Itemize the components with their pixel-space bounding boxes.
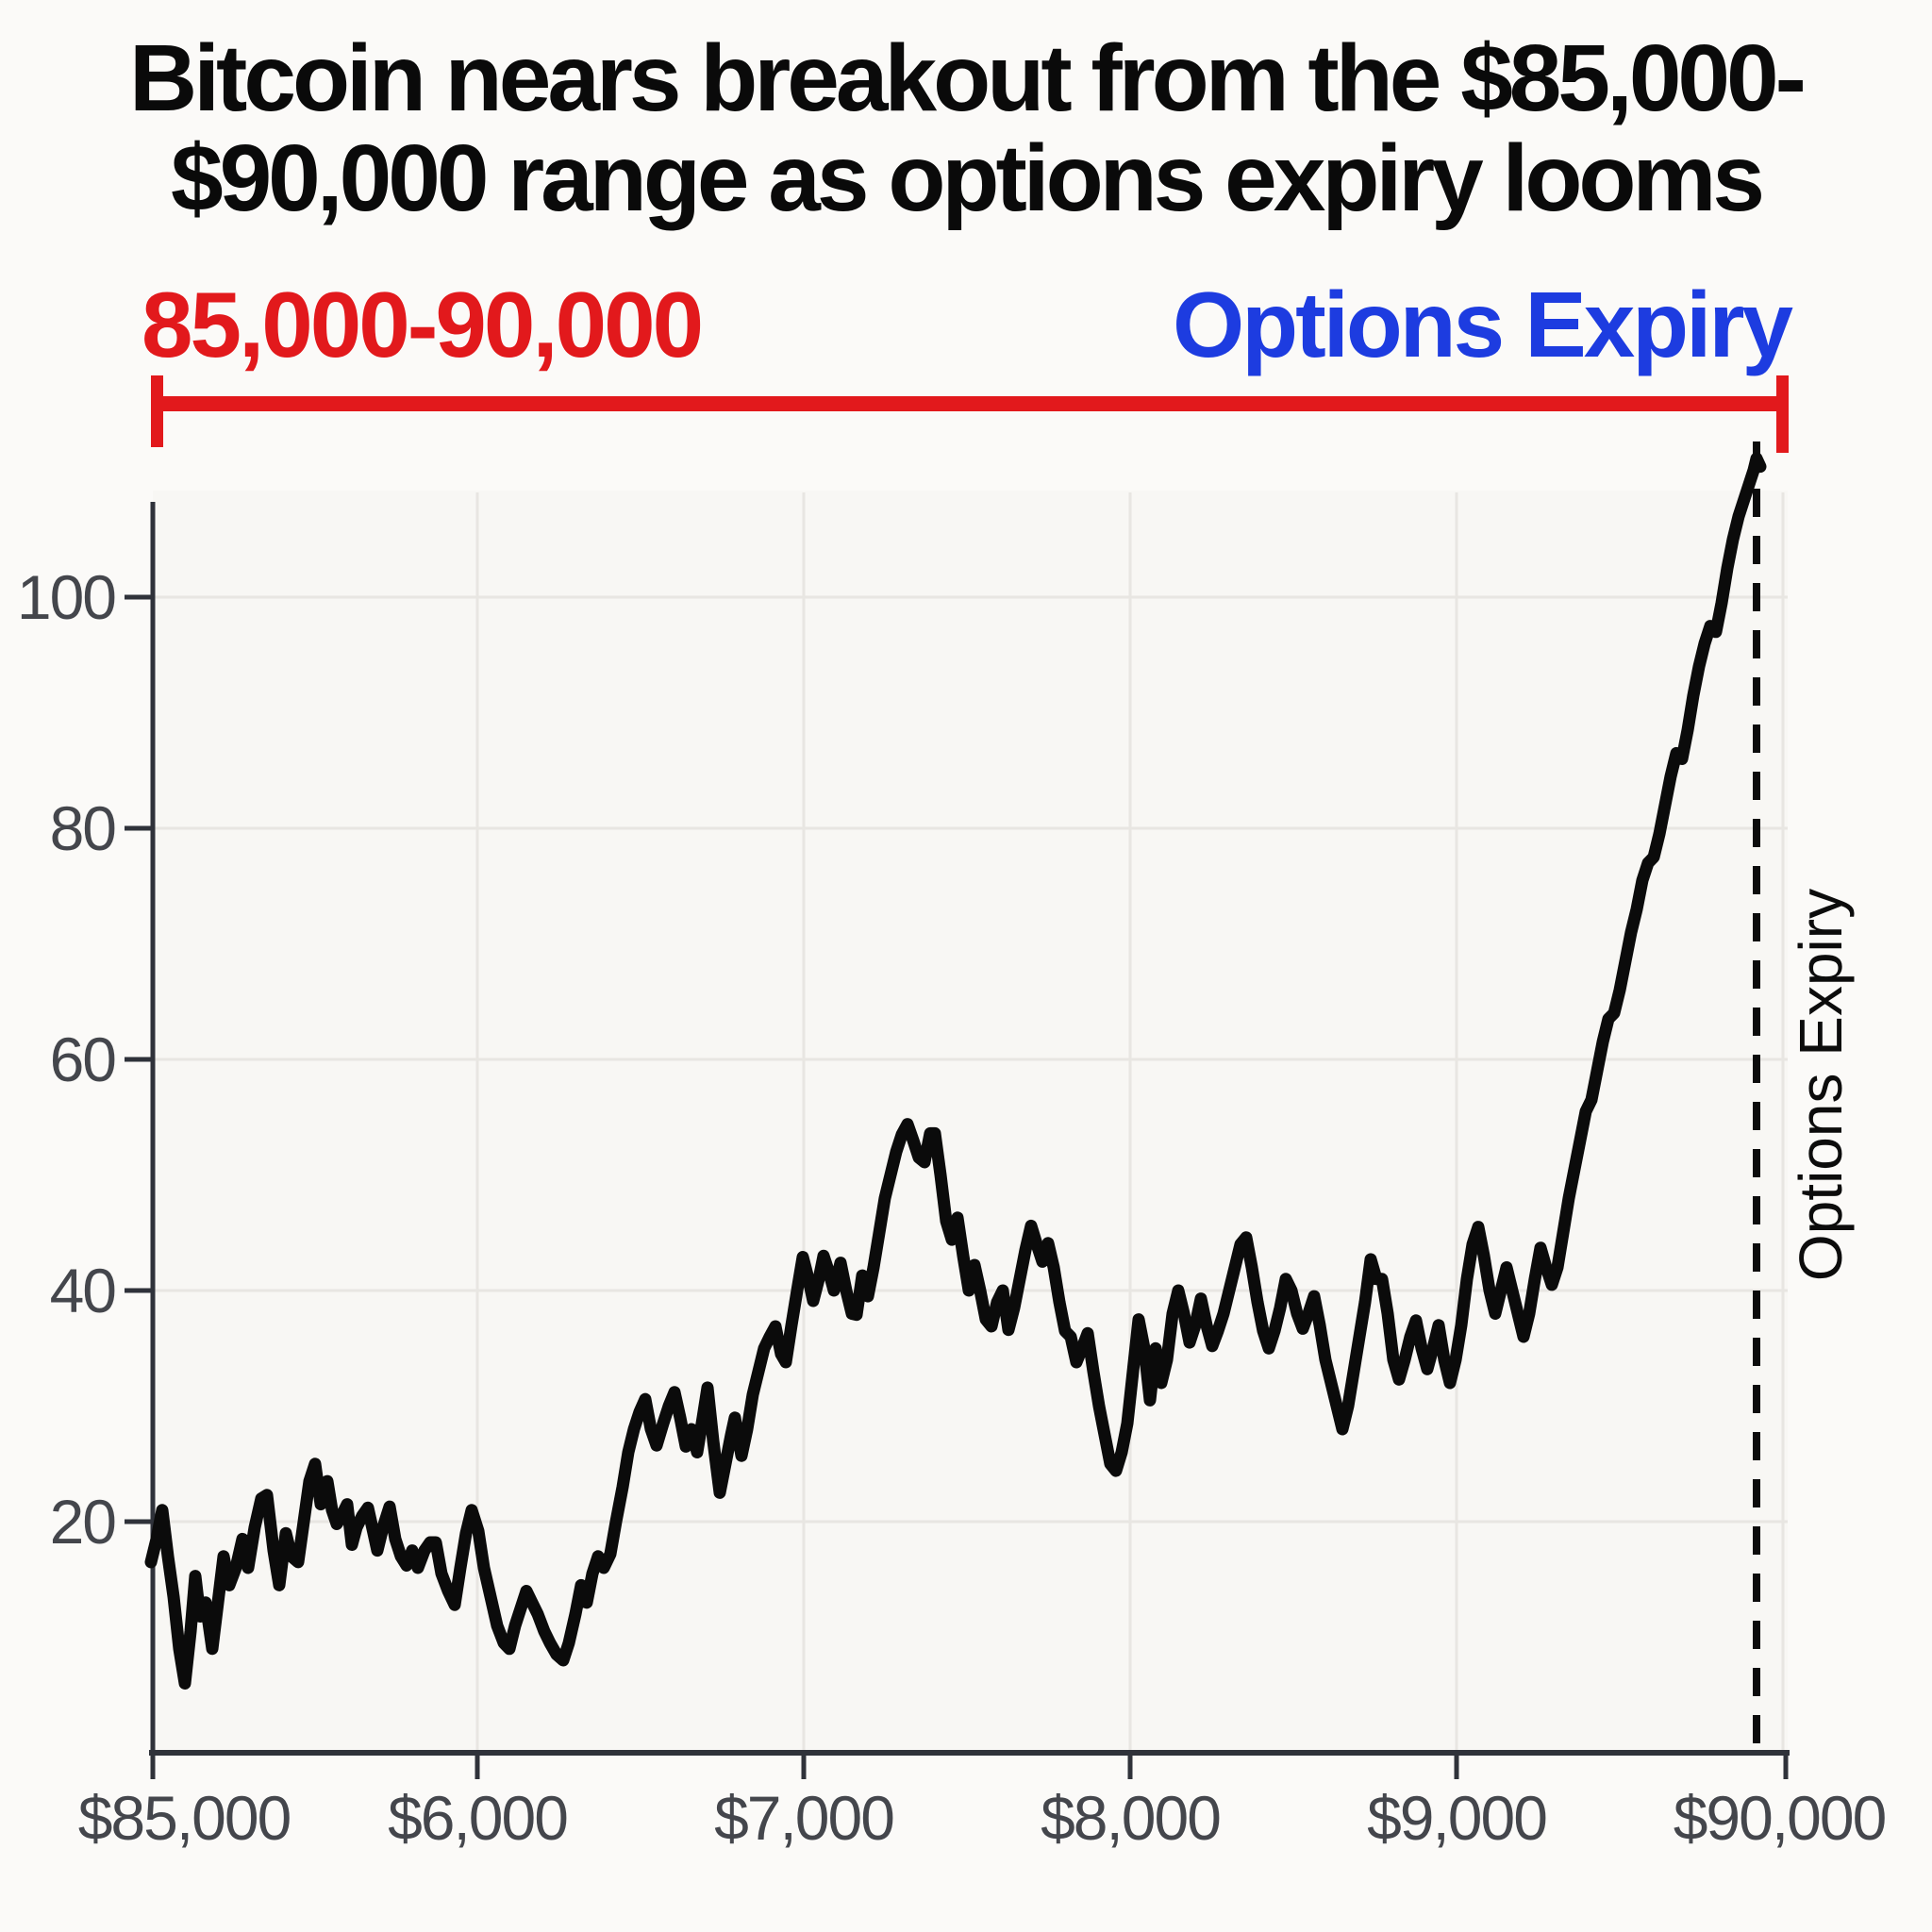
x-tick-label: $90,000: [1674, 1783, 1886, 1853]
y-tick-labels: 100 80 60 40 20: [17, 562, 117, 1557]
x-tick-label: $6,000: [388, 1783, 567, 1853]
y-tick-label: 80: [50, 793, 116, 863]
x-tick-label: $9,000: [1367, 1783, 1546, 1853]
range-bracket: [151, 375, 1789, 453]
y-tick-label: 40: [50, 1256, 116, 1325]
y-tick-label: 100: [17, 562, 115, 632]
range-bracket-bar: [151, 396, 1789, 411]
chart-title-line1: Bitcoin nears breakout from the $85,000-: [129, 25, 1807, 131]
options-expiry-annotation-label: Options Expiry: [1172, 273, 1793, 376]
chart-title-line2: $90,000 range as options expiry looms: [170, 125, 1765, 231]
x-tick-labels: $85,000 $6,000 $7,000 $8,000 $9,000 $90,…: [78, 1783, 1888, 1853]
x-tick-label: $8,000: [1041, 1783, 1220, 1853]
price-line: [144, 452, 1767, 1690]
range-annotation-label: 85,000-90,000: [142, 273, 704, 376]
x-tick-label: $7,000: [714, 1783, 893, 1853]
chart-title: Bitcoin nears breakout from the $85,000-…: [0, 28, 1932, 228]
options-expiry-vertical-label: Options Expiry: [1787, 889, 1855, 1281]
range-bracket-left-cap: [151, 375, 163, 447]
range-bracket-right-cap: [1776, 375, 1789, 453]
x-tick-label: $85,000: [78, 1783, 291, 1853]
y-tick-label: 60: [50, 1024, 116, 1094]
y-tick-label: 20: [50, 1487, 116, 1557]
plot-area: [153, 491, 1788, 1753]
